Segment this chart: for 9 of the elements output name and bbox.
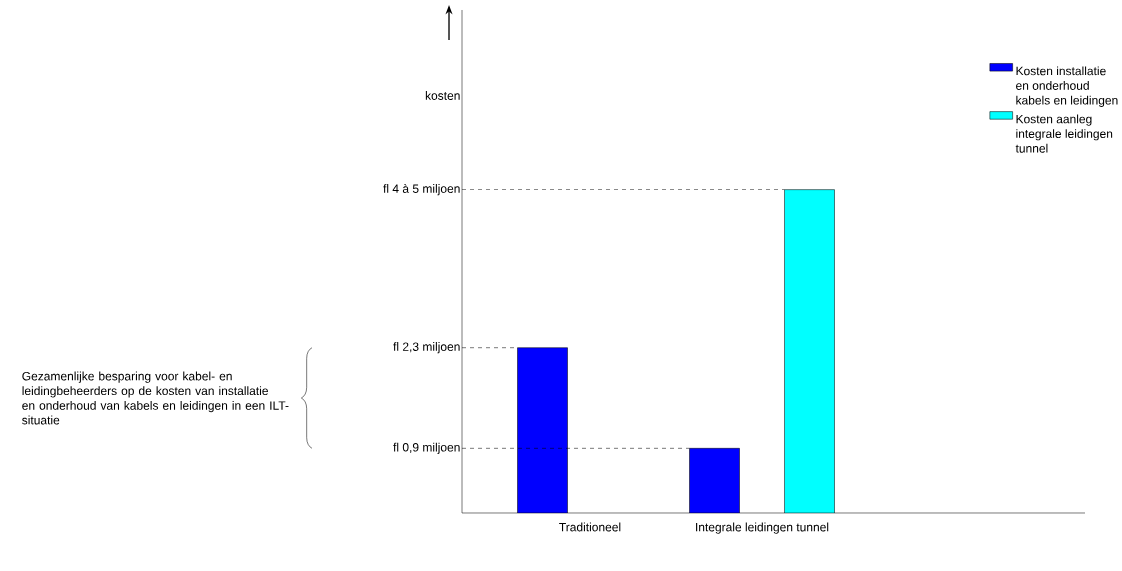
x-tick-label: Integrale leidingen tunnel — [696, 522, 829, 534]
x-tick-label: Traditioneel — [559, 522, 621, 532]
data-label: fl 4 à 5 miljoen — [383, 183, 460, 196]
legend-label: Kosten aanleg integrale leidingen tunnel — [1015, 114, 1113, 153]
data-label: fl 2,3 miljoen — [393, 342, 460, 354]
text: Gezamenlijke besparing voor kabel- en leidingbeheerders op de kosten van installatie en onderhoud van kabels en leidingen in een ILT-situatie — [22, 371, 289, 425]
legend-label: Kosten installatie en onderhoud kabels en leidingen — [1016, 66, 1118, 107]
y-axis-title: kosten — [425, 91, 460, 100]
data-label: fl 0,9 miljoen — [393, 442, 460, 454]
